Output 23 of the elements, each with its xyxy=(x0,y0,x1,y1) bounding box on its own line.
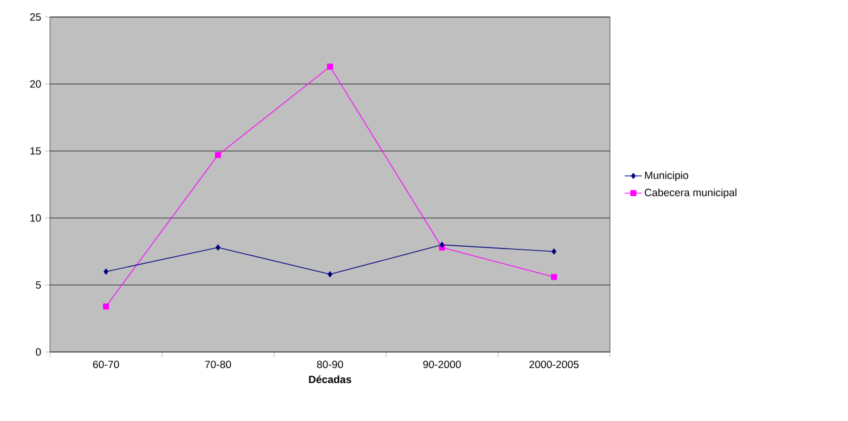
point xyxy=(552,248,556,254)
point xyxy=(103,303,110,310)
point xyxy=(328,271,332,278)
y-tick-label: 15 xyxy=(30,147,41,155)
y-tick-label: 0 xyxy=(36,348,41,356)
x-tick-label: 70-80 xyxy=(205,360,232,368)
x-tick-label: 90-2000 xyxy=(423,360,461,368)
y-tick-label: 10 xyxy=(30,214,41,222)
point xyxy=(327,64,334,70)
legend-label: Cabecera municipal xyxy=(644,188,736,198)
x-tick-label: 2000-2005 xyxy=(529,360,579,368)
x-tick-label: 80-90 xyxy=(317,360,344,368)
x-tick-label: 60-70 xyxy=(93,360,120,368)
y-tick-label: 25 xyxy=(30,13,41,21)
point xyxy=(216,244,220,250)
y-tick-label: 20 xyxy=(30,80,41,88)
point xyxy=(104,268,108,275)
point xyxy=(215,152,222,158)
y-tick-label: 5 xyxy=(36,281,41,289)
point xyxy=(551,274,558,280)
point xyxy=(440,242,444,248)
legend-label: Municipio xyxy=(645,171,688,182)
x-axis-title: Décadas xyxy=(309,375,352,384)
